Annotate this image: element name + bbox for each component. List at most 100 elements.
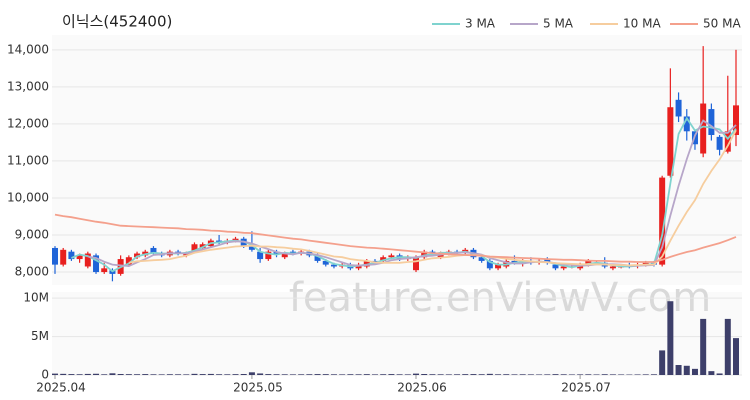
volume-bar bbox=[257, 373, 264, 375]
candle-body bbox=[609, 266, 616, 269]
volume-bar bbox=[593, 374, 600, 375]
volume-bar bbox=[224, 374, 231, 375]
volume-bar bbox=[166, 374, 173, 375]
y-tick-label: 14,000 bbox=[7, 42, 49, 56]
volume-bar bbox=[380, 374, 387, 375]
volume-bar bbox=[150, 374, 157, 375]
legend-label: 3 MA bbox=[465, 17, 496, 31]
candle-body bbox=[199, 244, 206, 248]
volume-bar bbox=[183, 374, 190, 375]
candle-body bbox=[683, 116, 690, 132]
volume-bar bbox=[601, 374, 608, 375]
volume-bar bbox=[396, 374, 403, 375]
volume-bar bbox=[330, 374, 337, 375]
candle-body bbox=[421, 251, 428, 258]
volume-bar bbox=[207, 373, 214, 375]
volume-bar bbox=[93, 373, 100, 375]
volume-bar bbox=[577, 374, 584, 375]
candle-body bbox=[101, 268, 108, 273]
volume-bar bbox=[454, 374, 461, 375]
candle-body bbox=[289, 251, 296, 254]
candle-body bbox=[265, 251, 272, 260]
volume-bar bbox=[495, 374, 502, 375]
volume-bar bbox=[659, 350, 666, 375]
volume-bar bbox=[527, 374, 534, 375]
candle-body bbox=[388, 255, 395, 258]
candle-body bbox=[330, 264, 337, 267]
legend-label: 5 MA bbox=[543, 17, 574, 31]
volume-bar bbox=[84, 373, 91, 375]
y-tick-label: 9,000 bbox=[15, 228, 49, 242]
volume-bar bbox=[445, 374, 452, 375]
volume-bar bbox=[716, 373, 723, 375]
volume-bar bbox=[486, 373, 493, 375]
volume-tick-label: 0 bbox=[41, 368, 49, 382]
volume-bar bbox=[265, 374, 272, 375]
volume-bar bbox=[322, 374, 329, 375]
candle-body bbox=[700, 103, 707, 154]
volume-bar bbox=[478, 374, 485, 375]
candle-body bbox=[552, 264, 559, 269]
x-tick-label: 2025.06 bbox=[397, 381, 447, 395]
candle-body bbox=[716, 136, 723, 150]
volume-bar bbox=[437, 374, 444, 375]
volume-bar bbox=[650, 374, 657, 375]
ma-line bbox=[54, 213, 737, 263]
candle-body bbox=[84, 253, 91, 267]
volume-bar bbox=[724, 318, 731, 375]
volume-bar bbox=[289, 374, 296, 375]
volume-bar bbox=[413, 373, 420, 375]
volume-bar bbox=[404, 374, 411, 375]
x-tick-label: 2025.07 bbox=[561, 381, 611, 395]
candle-body bbox=[585, 260, 592, 265]
candle-body bbox=[495, 264, 502, 269]
candle-body bbox=[478, 257, 485, 261]
volume-bar bbox=[371, 374, 378, 375]
candle-body bbox=[93, 255, 100, 273]
candle-body bbox=[544, 259, 551, 263]
y-tick-label: 12,000 bbox=[7, 116, 49, 130]
candle-body bbox=[724, 131, 731, 152]
candle-body bbox=[216, 240, 223, 243]
candle-body bbox=[322, 260, 329, 265]
volume-bar bbox=[363, 374, 370, 375]
volume-bar bbox=[306, 374, 313, 375]
candle-body bbox=[150, 247, 157, 254]
candle-body bbox=[281, 253, 288, 258]
volume-bar bbox=[421, 374, 428, 375]
volume-bar bbox=[429, 374, 436, 375]
volume-bar bbox=[609, 374, 616, 375]
volume-bar bbox=[503, 374, 510, 375]
volume-bar bbox=[298, 374, 305, 375]
volume-bar bbox=[536, 374, 543, 375]
chart-title: 이닉스(452400) bbox=[62, 13, 172, 31]
volume-bar bbox=[511, 374, 518, 375]
volume-bar bbox=[733, 338, 739, 375]
volume-bar bbox=[388, 374, 395, 375]
legend-label: 50 MA bbox=[703, 17, 741, 31]
volume-bar bbox=[355, 374, 362, 375]
volume-bar bbox=[175, 374, 182, 375]
volume-bar bbox=[248, 372, 255, 375]
x-tick-label: 2025.05 bbox=[233, 381, 283, 395]
volume-bar bbox=[199, 374, 206, 375]
volume-bar bbox=[470, 374, 477, 375]
candle-body bbox=[733, 105, 739, 135]
volume-bar bbox=[667, 301, 674, 375]
volume-panel bbox=[52, 292, 742, 375]
volume-bar bbox=[691, 368, 698, 375]
volume-bar bbox=[560, 374, 567, 375]
volume-bar bbox=[76, 374, 83, 375]
volume-bar bbox=[142, 374, 149, 375]
volume-bar bbox=[642, 374, 649, 375]
candle-body bbox=[183, 253, 190, 256]
volume-bar bbox=[700, 318, 707, 375]
y-tick-label: 10,000 bbox=[7, 190, 49, 204]
price-panel bbox=[52, 35, 742, 285]
volume-bar bbox=[191, 373, 198, 375]
candle-body bbox=[708, 109, 715, 135]
volume-bar bbox=[675, 365, 682, 375]
volume-bar bbox=[52, 373, 58, 375]
candle-body bbox=[76, 255, 83, 260]
